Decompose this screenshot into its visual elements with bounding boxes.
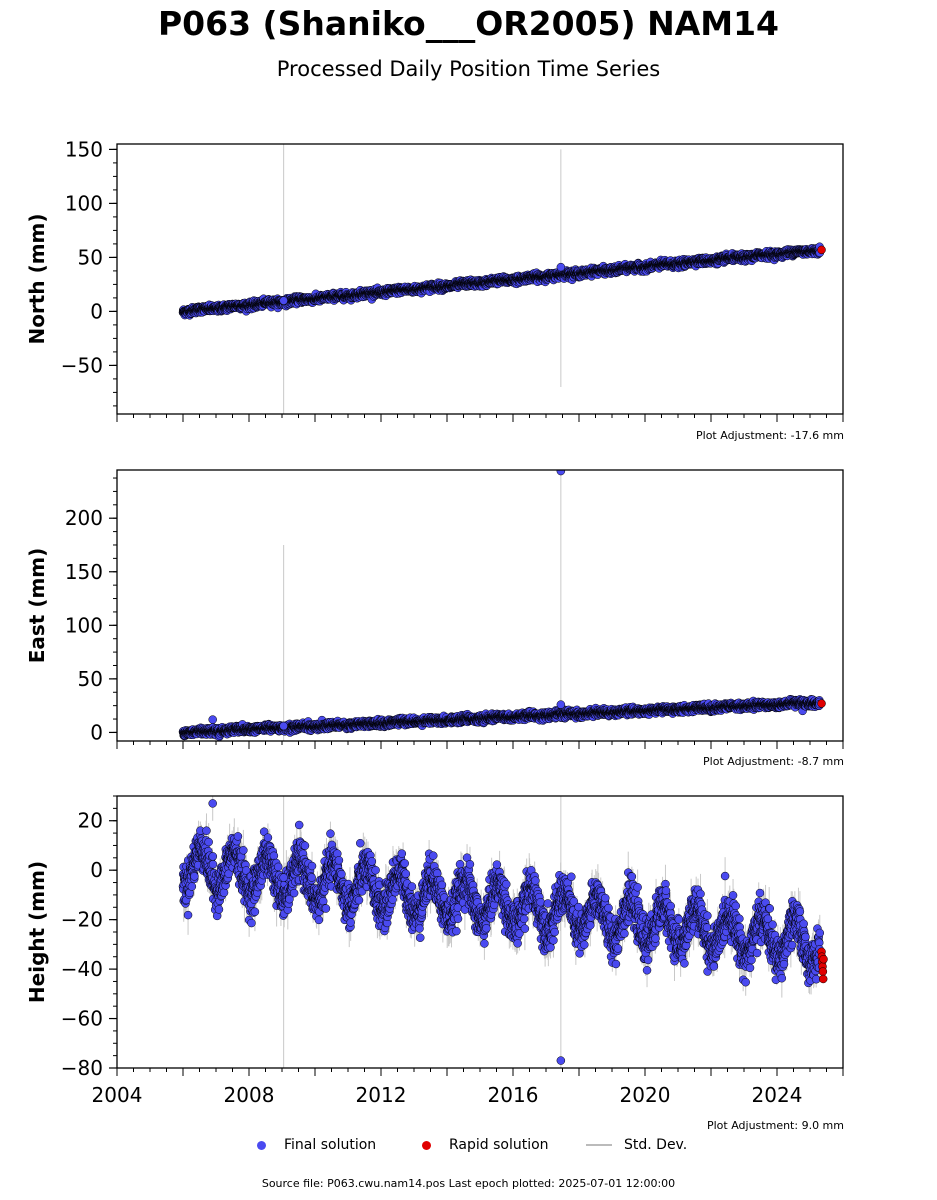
data-layer xyxy=(178,144,826,414)
chart-title: P063 (Shaniko___OR2005) NAM14 xyxy=(157,4,779,43)
final-solution-points xyxy=(178,242,825,320)
chart-subtitle: Processed Daily Position Time Series xyxy=(276,57,661,81)
